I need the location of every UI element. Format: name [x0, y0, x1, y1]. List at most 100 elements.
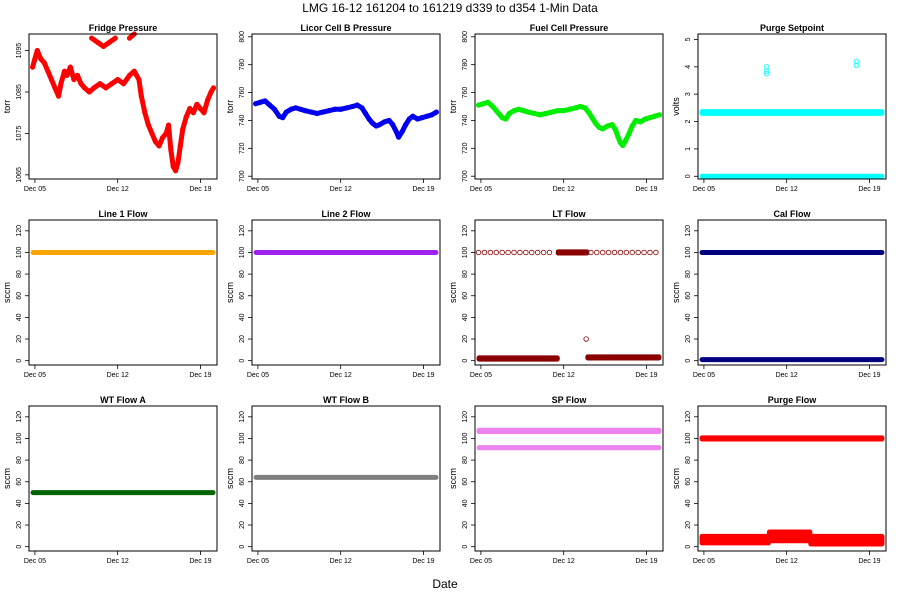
data-point	[187, 106, 193, 112]
data-point	[567, 106, 573, 112]
data-point	[433, 109, 440, 115]
data-point	[585, 109, 592, 115]
y-tick-label: 720	[462, 142, 469, 154]
y-tick-label: 60	[462, 292, 469, 300]
data-point	[41, 60, 47, 66]
data-point	[131, 68, 137, 74]
x-tick-label: Dec 19	[412, 372, 434, 379]
data-point	[494, 109, 501, 115]
data-point	[29, 64, 36, 70]
data-point	[267, 102, 273, 108]
data-point	[393, 129, 399, 135]
data-point	[283, 109, 289, 115]
panel-7: Cal Flow 0 20 40 60 80 100 120 Dec 05 Dec 12 Dec 1…	[671, 209, 887, 379]
y-tick-label: 40	[685, 313, 692, 321]
data-point	[499, 249, 505, 256]
y-tick-label: 5	[685, 37, 692, 41]
y-tick-label: 60	[462, 478, 469, 486]
x-tick-label: Dec 05	[247, 372, 269, 379]
data-point	[605, 249, 612, 256]
data-point	[481, 249, 488, 256]
data-point	[288, 106, 294, 112]
y-tick-label: 720	[239, 142, 246, 154]
data-point	[396, 134, 402, 140]
x-tick-label: Dec 05	[247, 558, 269, 565]
data-band	[30, 249, 216, 255]
y-tick-label: 740	[239, 114, 246, 126]
data-point	[201, 110, 207, 116]
data-band	[585, 354, 662, 361]
data-segment	[136, 77, 144, 99]
x-tick-label: Dec 05	[693, 186, 715, 193]
y-tick-label: 0	[239, 359, 246, 363]
data-segment	[138, 93, 148, 116]
data-point	[572, 105, 579, 111]
y-tick-label: 60	[239, 478, 246, 486]
y-tick-label: 120	[239, 411, 246, 423]
plot-frame	[251, 33, 441, 180]
data-point	[641, 249, 647, 256]
data-point	[540, 249, 547, 256]
data-point	[480, 101, 486, 107]
data-point	[647, 249, 653, 256]
data-point	[91, 85, 97, 91]
y-axis-label: sccm	[671, 468, 681, 489]
y-tick-label: 20	[16, 521, 23, 529]
data-point	[763, 70, 770, 77]
data-point	[115, 77, 121, 83]
y-tick-label: 0	[16, 359, 23, 363]
y-tick-label: 2	[685, 120, 692, 124]
panel-title: WT Flow A	[100, 395, 146, 405]
data-point	[149, 130, 155, 136]
data-point	[419, 115, 425, 121]
panel-title: Fridge Pressure	[89, 23, 158, 33]
x-tick-label: Dec 05	[247, 186, 269, 193]
data-point	[511, 108, 517, 114]
data-point	[537, 112, 543, 118]
x-tick-label: Dec 05	[693, 372, 715, 379]
y-tick-label: 100	[462, 433, 469, 445]
x-tick-label: Dec 05	[470, 558, 492, 565]
data-point	[487, 249, 494, 256]
data-point	[525, 109, 531, 115]
data-band	[476, 427, 662, 434]
y-tick-label: 1095	[16, 43, 23, 59]
data-point	[853, 58, 860, 65]
x-tick-label: Dec 12	[330, 372, 352, 379]
data-point	[121, 81, 127, 87]
data-point	[314, 110, 320, 117]
plot-frame	[697, 405, 887, 552]
y-axis-label: torr	[448, 100, 458, 114]
x-tick-label: Dec 12	[776, 372, 798, 379]
data-band	[555, 249, 590, 256]
data-point	[656, 112, 663, 118]
data-point	[399, 129, 405, 135]
panel-title: Line 1 Flow	[98, 209, 148, 219]
data-point	[271, 106, 278, 112]
data-point	[853, 62, 860, 69]
panel-1: Licor Cell B Pressure 700 720 740 760 780 800 D…	[225, 23, 441, 193]
data-point	[183, 114, 189, 120]
data-segment	[177, 126, 186, 149]
data-point	[517, 249, 523, 256]
data-point	[34, 48, 40, 54]
x-tick-label: Dec 12	[553, 372, 575, 379]
plot-frame	[28, 33, 218, 180]
data-point	[74, 72, 81, 78]
data-point	[406, 116, 412, 122]
data-point	[332, 106, 338, 112]
y-axis-label: sccm	[448, 282, 458, 303]
panel-3: Purge Setpoint 0 1 2 3 4 5 Dec 05 Dec 12 Dec 19 vo…	[671, 23, 887, 193]
x-tick-label: Dec 19	[635, 372, 657, 379]
y-tick-label: 0	[685, 174, 692, 178]
y-tick-label: 4	[685, 65, 692, 69]
data-point	[429, 112, 435, 118]
data-point	[257, 99, 263, 105]
x-tick-label: Dec 12	[553, 186, 575, 193]
data-point	[633, 117, 639, 123]
data-point	[543, 110, 549, 117]
data-point	[520, 108, 527, 114]
data-point	[390, 122, 396, 128]
y-tick-label: 120	[462, 411, 469, 423]
data-point	[534, 249, 541, 256]
